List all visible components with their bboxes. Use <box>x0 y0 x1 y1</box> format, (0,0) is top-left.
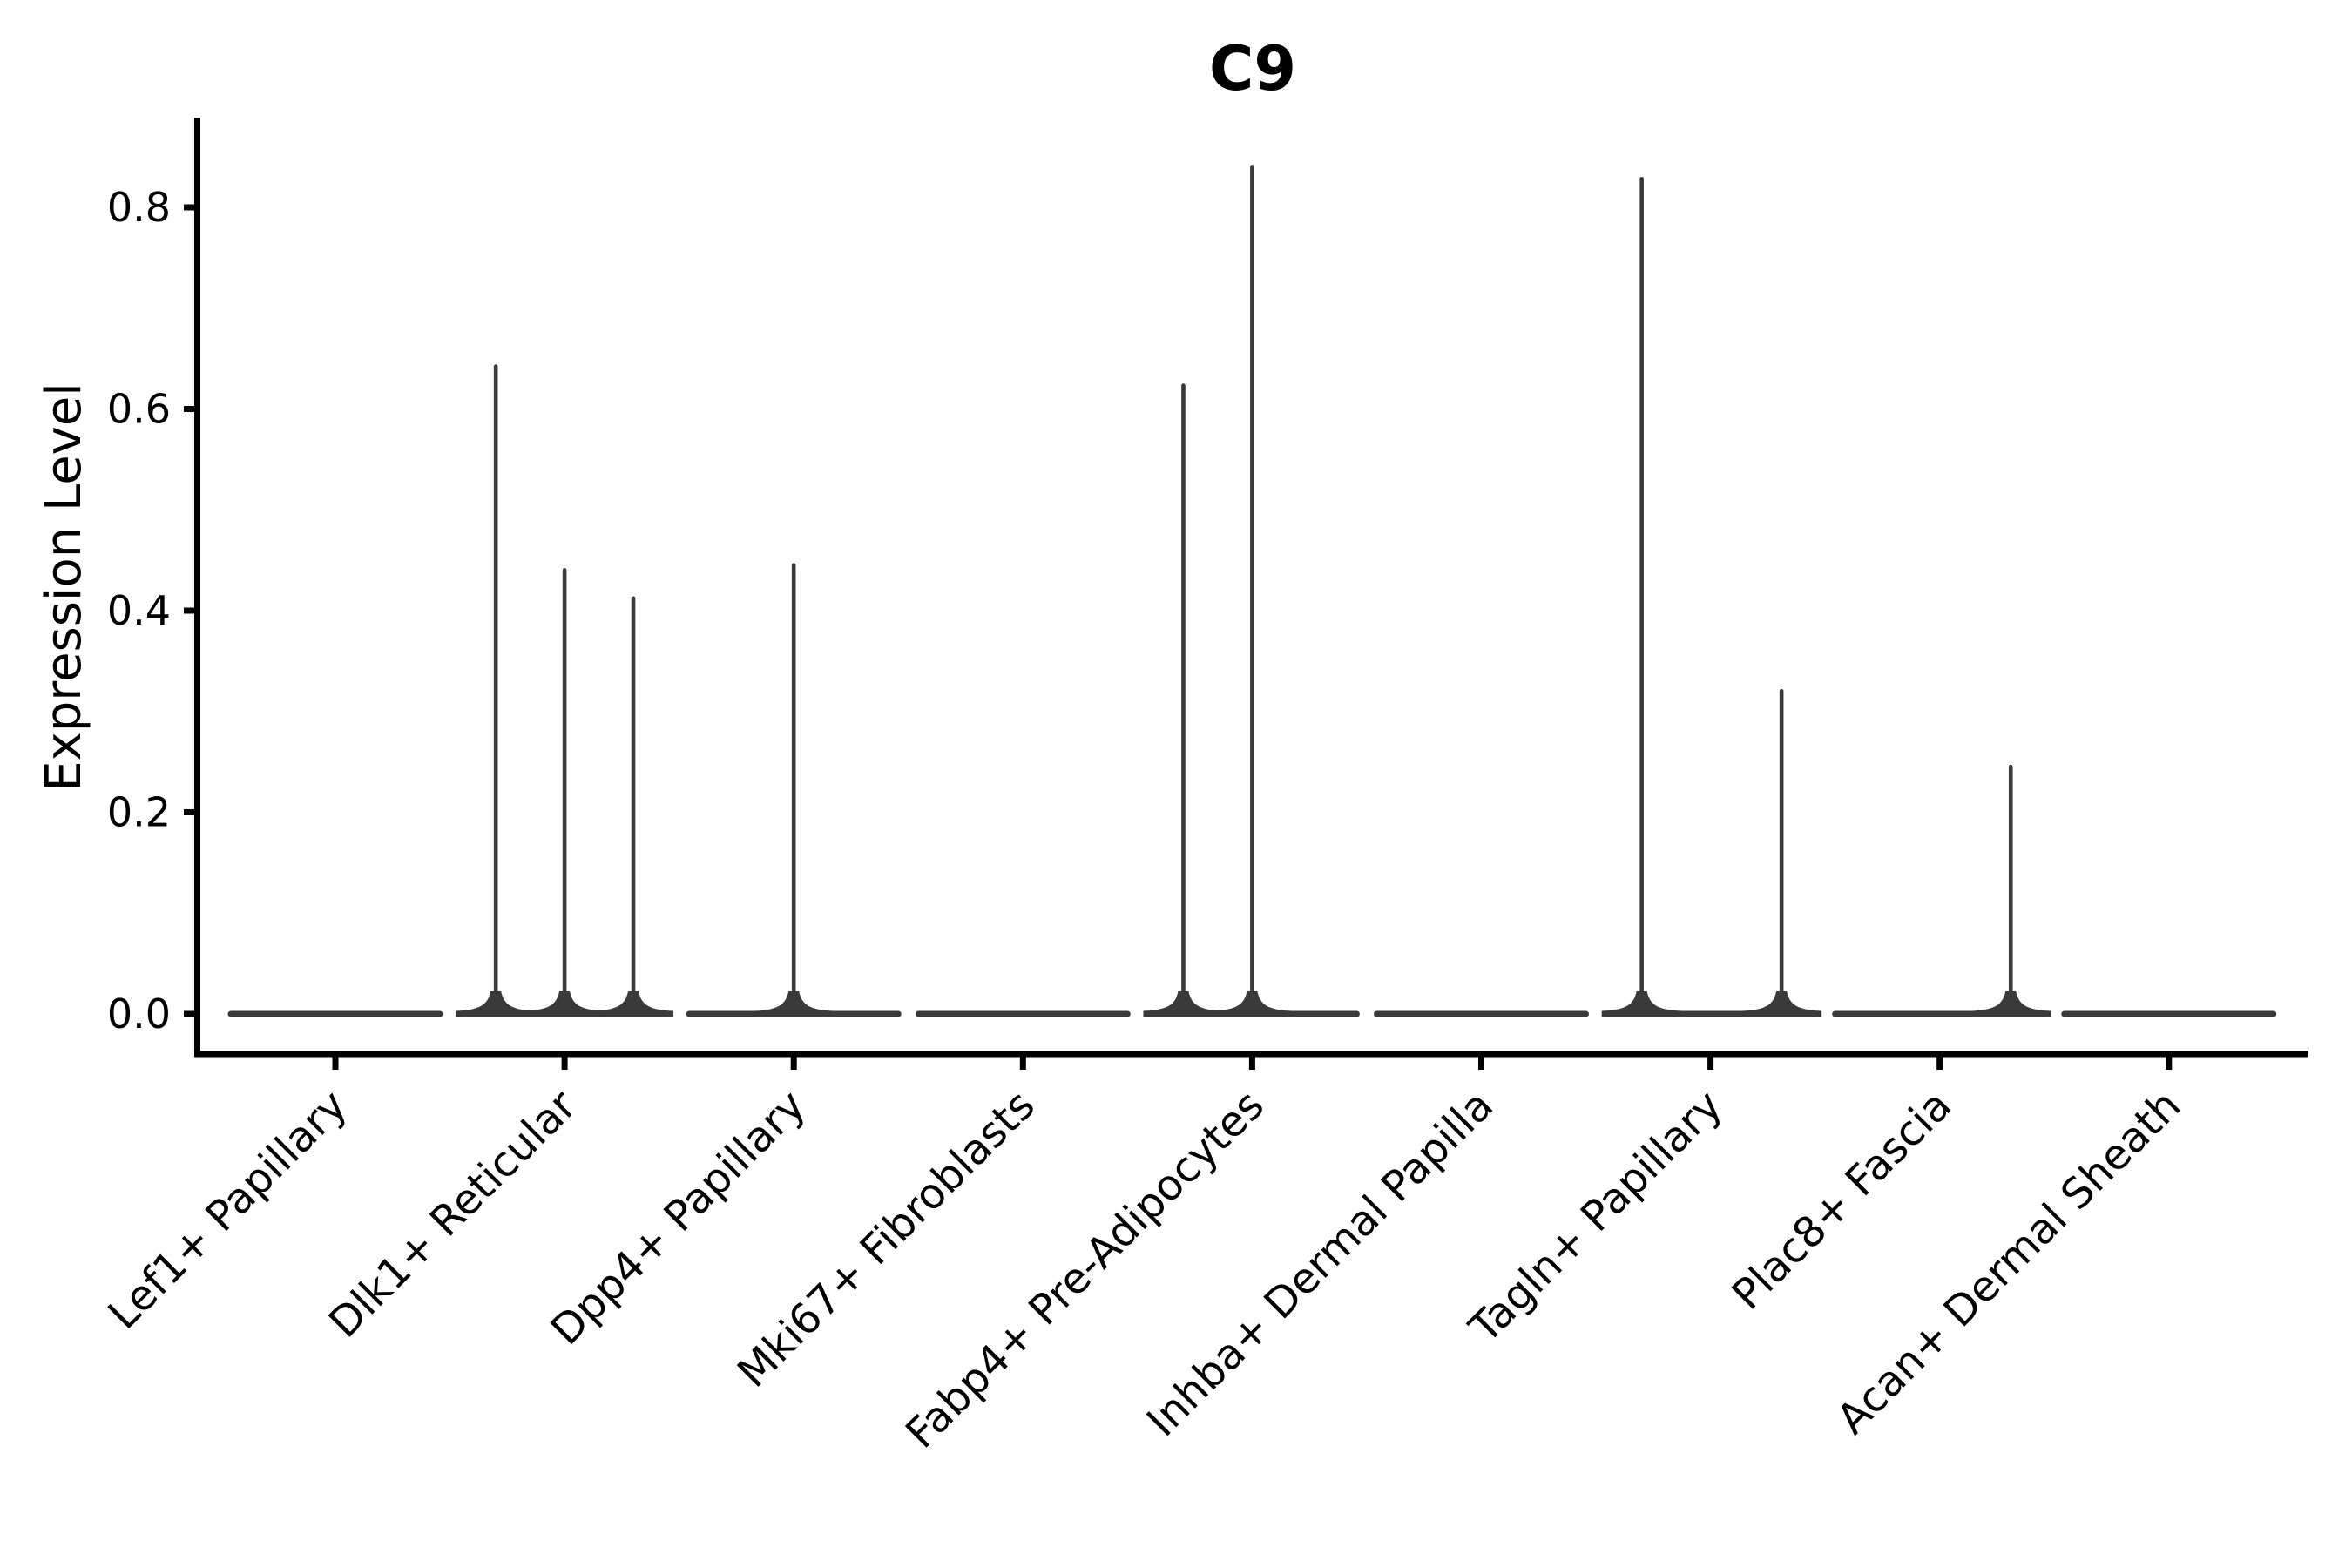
y-tick-label: 0.0 <box>107 990 171 1037</box>
y-tick-label: 0.4 <box>107 587 171 634</box>
y-tick-label: 0.2 <box>107 789 171 836</box>
violins-layer <box>227 165 2277 1017</box>
y-tick-label: 0.6 <box>107 386 171 433</box>
violin <box>1143 165 1360 1017</box>
violin <box>686 563 902 1017</box>
y-tick-label: 0.8 <box>107 184 171 231</box>
chart-title: C9 <box>1209 33 1296 105</box>
violin <box>456 364 674 1017</box>
y-ticks-layer: 0.0 0.2 0.4 0.6 0.8 <box>107 184 197 1037</box>
violin <box>1601 176 1822 1017</box>
violin <box>1832 764 2051 1017</box>
y-axis-title: Expression Level <box>36 382 92 792</box>
